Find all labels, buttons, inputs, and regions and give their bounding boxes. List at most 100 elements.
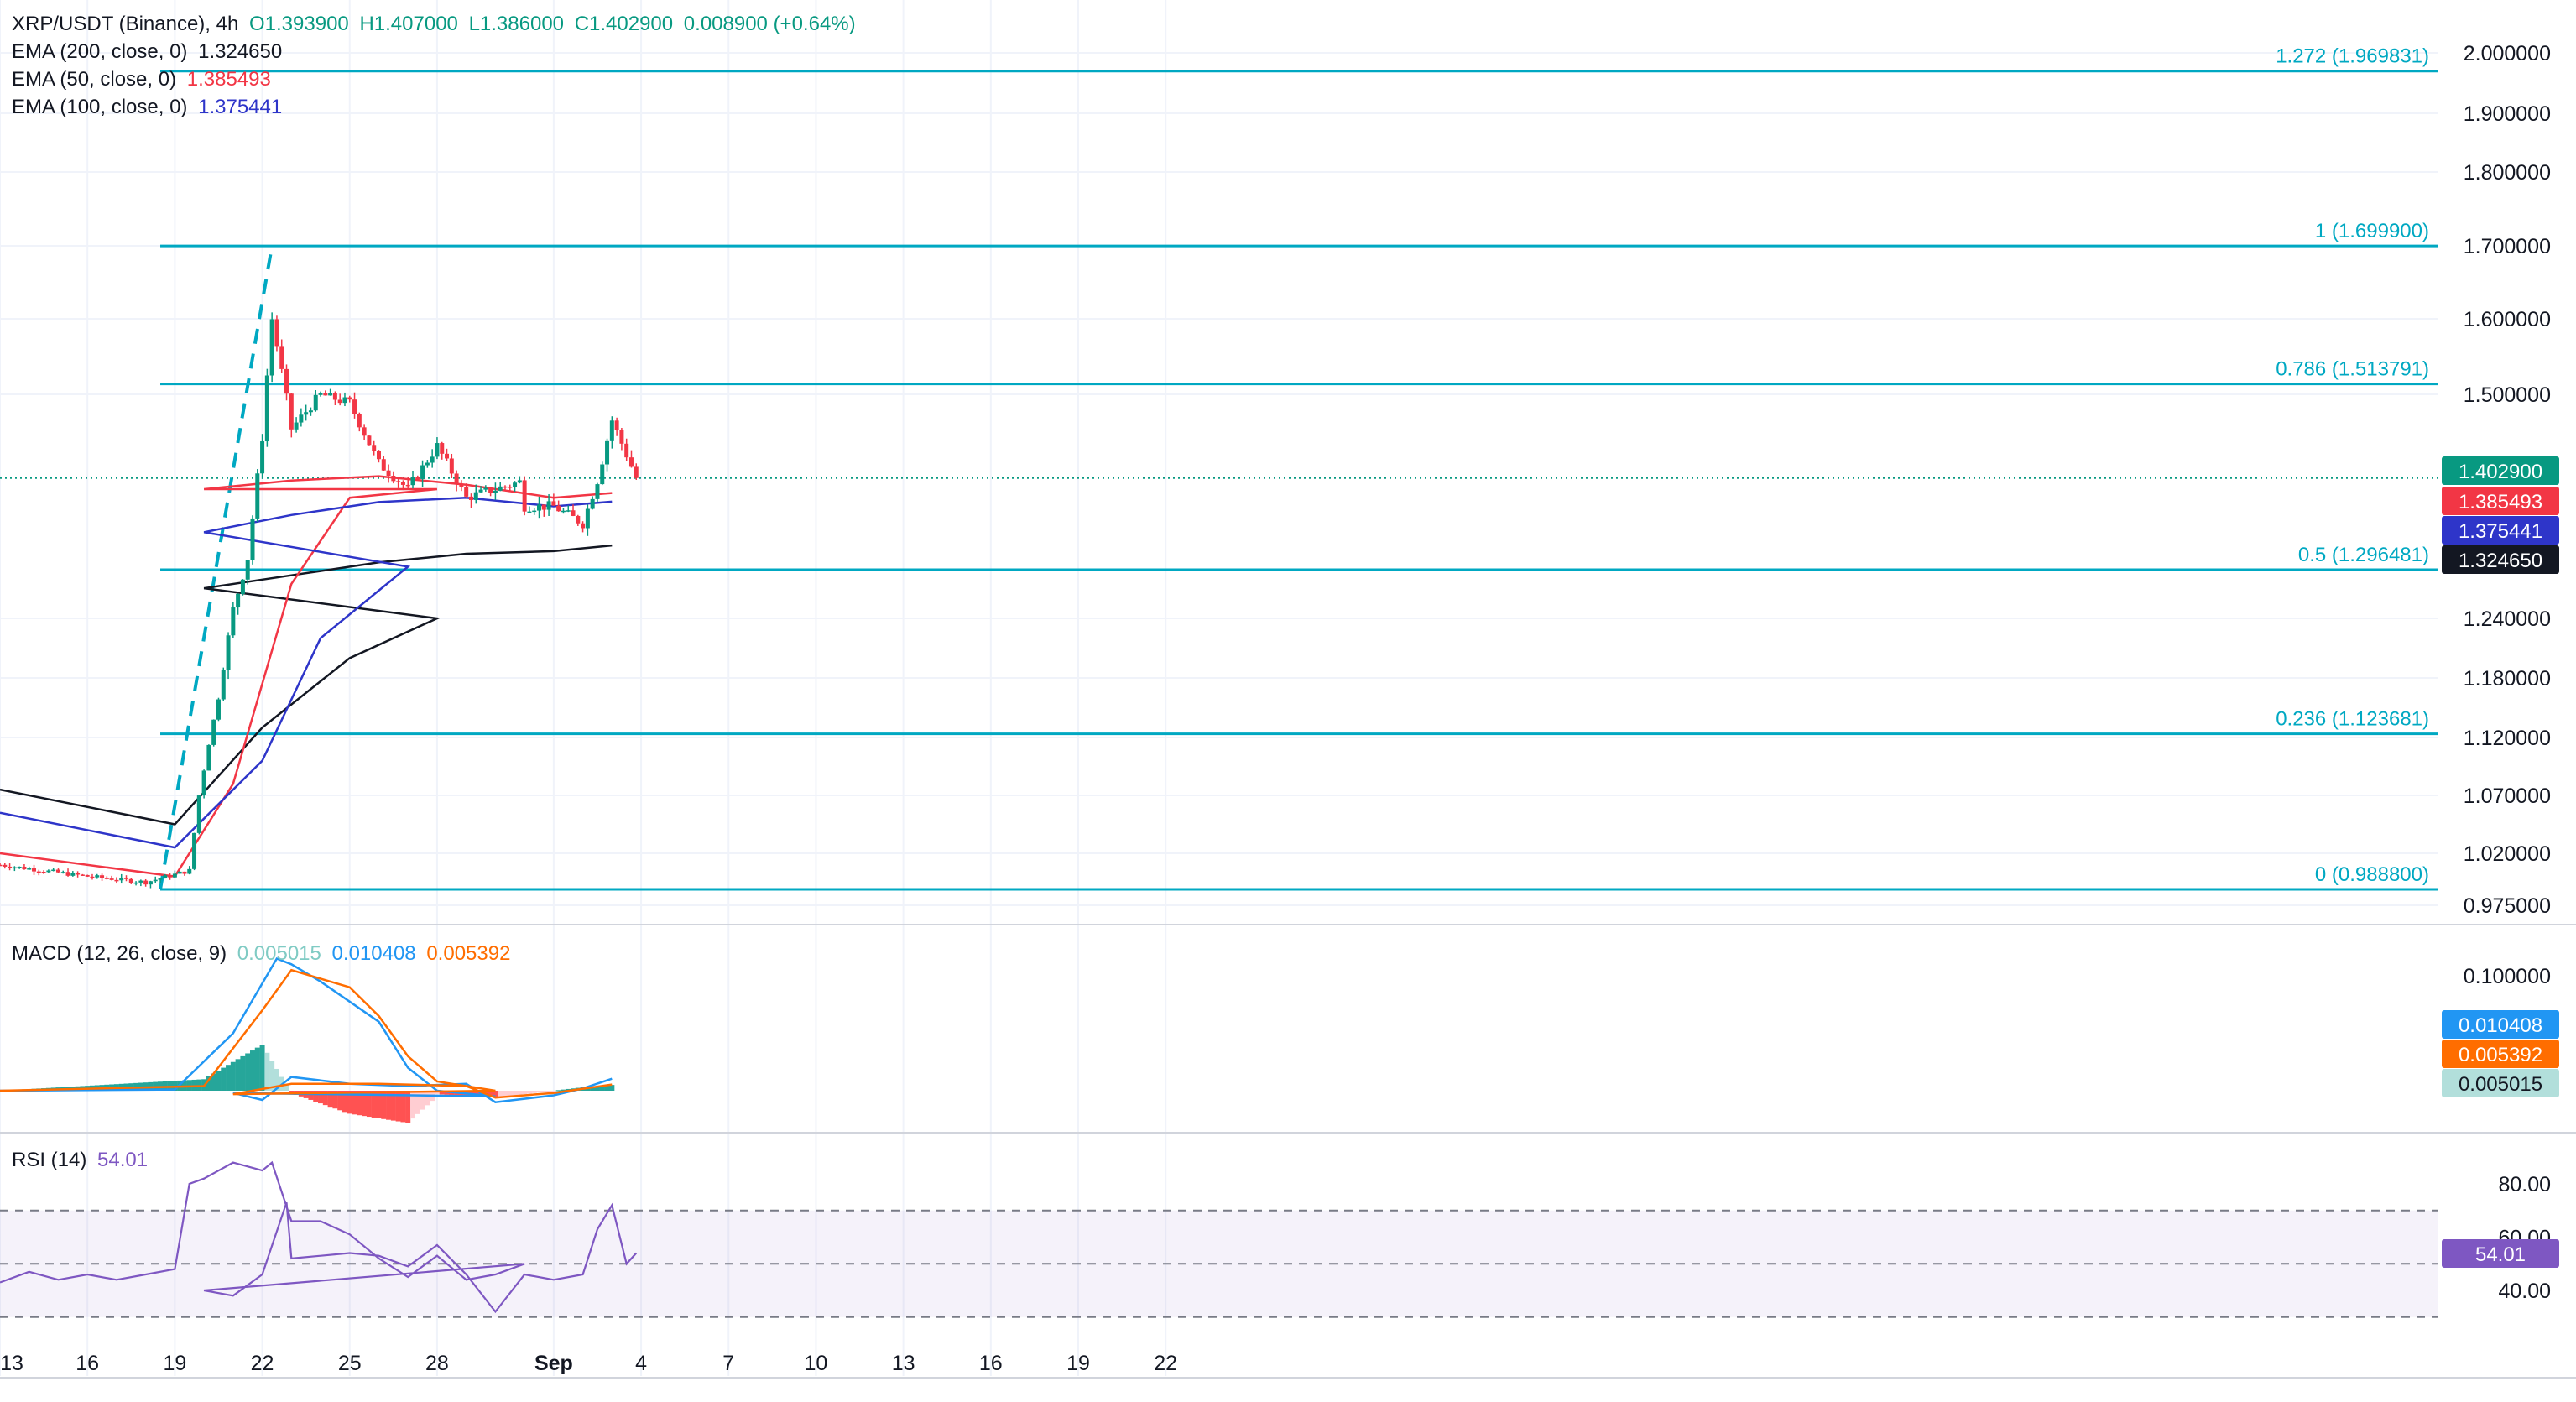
macd-histogram-bar: [561, 1089, 566, 1091]
candle-body: [372, 445, 377, 451]
candle: [425, 460, 430, 468]
candle: [104, 876, 109, 880]
candle-body: [123, 877, 128, 879]
candle-body: [605, 440, 610, 465]
candle: [236, 593, 241, 615]
macd-histogram-bar: [235, 1059, 241, 1091]
candle: [60, 870, 65, 874]
macd-histogram-bar: [249, 1050, 255, 1091]
rsi-tick-label: 80.00: [2498, 1173, 2551, 1196]
candle-body: [100, 875, 105, 878]
candle: [624, 438, 629, 461]
candle: [158, 878, 163, 883]
ema100-legend[interactable]: EMA (100, close, 0) 1.375441: [12, 93, 287, 121]
time-tick-label: 10: [805, 1352, 828, 1375]
macd-legend[interactable]: MACD (12, 26, close, 9) 0.005015 0.01040…: [12, 940, 515, 967]
macd-histogram-bar: [226, 1065, 232, 1091]
price-axis[interactable]: 2.000000 1.900000 1.800000 1.700000 1.600000…: [2442, 42, 2559, 1303]
candle-body: [323, 393, 328, 396]
rsi-pane: [0, 1160, 638, 1314]
candle: [362, 424, 367, 440]
time-tick-label: 22: [251, 1352, 274, 1375]
candle: [76, 871, 81, 878]
candle-body: [148, 881, 153, 885]
candle: [332, 391, 337, 405]
price-tag: 1.402900: [2442, 456, 2559, 485]
macd-tag-text: 0.005015: [2459, 1073, 2542, 1096]
macd-signal-line: [0, 968, 613, 1099]
candle: [109, 875, 114, 881]
candle: [347, 395, 352, 403]
macd-histogram-bar: [493, 1091, 498, 1098]
macd-histogram-bar: [517, 1091, 523, 1095]
candle-body: [90, 876, 95, 878]
fib-level-label: 0 (0.988800): [2315, 863, 2429, 886]
candle: [318, 391, 323, 397]
candle-body: [17, 866, 22, 868]
macd-histogram-bar: [308, 1091, 314, 1100]
candle: [172, 870, 177, 878]
candle: [313, 390, 318, 412]
candle: [27, 866, 32, 870]
price-tick-label: 1.120000: [2464, 727, 2551, 750]
candle-body: [55, 869, 60, 873]
price-tag: 1.375441: [2442, 516, 2559, 545]
candle-body: [478, 489, 483, 493]
macd-histogram-bar: [410, 1091, 416, 1119]
price-tag: 1.324650: [2442, 545, 2559, 574]
candle: [22, 864, 27, 870]
ema200-legend[interactable]: EMA (200, close, 0) 1.324650: [12, 38, 287, 65]
macd-histogram-bar: [347, 1091, 352, 1114]
macd-histogram-bar: [362, 1091, 368, 1117]
macd-histogram-bar: [536, 1091, 542, 1093]
candle-body: [624, 443, 629, 458]
candle-body: [279, 346, 284, 369]
price-tag-bg: [2442, 456, 2559, 485]
time-tick-label: 28: [425, 1352, 449, 1375]
candle-body: [36, 871, 41, 873]
candle: [260, 434, 265, 479]
candle-body: [226, 635, 231, 670]
time-tick-label: 25: [338, 1352, 362, 1375]
symbol-label[interactable]: XRP/USDT (Binance), 4h: [12, 13, 239, 35]
candle: [153, 876, 158, 883]
rsi-legend[interactable]: RSI (14) 54.01: [12, 1146, 153, 1174]
candle: [192, 832, 197, 871]
macd-histogram-bar: [216, 1071, 222, 1091]
candle-body: [483, 487, 488, 490]
candle-body: [527, 511, 532, 513]
time-tick-label: 13: [0, 1352, 23, 1375]
macd-histogram-bar: [254, 1047, 260, 1091]
candle-body: [264, 375, 269, 442]
ema50-legend[interactable]: EMA (50, close, 0) 1.385493: [12, 65, 276, 93]
macd-histogram-bar: [259, 1045, 265, 1091]
candle-body: [245, 560, 250, 580]
candle-body: [308, 410, 313, 413]
candle: [459, 480, 464, 492]
candle: [342, 392, 347, 407]
time-axis[interactable]: 13 16 19 22 25 28 Sep 4 7 10 13 16 19 22: [0, 1352, 1177, 1375]
macd-histogram-bar: [395, 1091, 401, 1122]
candle-body: [571, 510, 576, 516]
candle: [138, 879, 143, 887]
candle-body: [532, 510, 537, 513]
candle-body: [250, 518, 255, 560]
candle-body: [318, 393, 323, 395]
candle-body: [537, 504, 542, 511]
candle-body: [634, 466, 639, 478]
fibonacci-retracement[interactable]: 1.272 (1.969831) 1 (1.699900) 0.786 (1.513…: [0, 45, 2438, 891]
candle: [0, 863, 3, 867]
candle-body: [328, 393, 333, 396]
candle: [581, 521, 586, 533]
candle-body: [561, 510, 566, 513]
macd-histogram-bar: [245, 1053, 251, 1091]
candle-body: [473, 492, 478, 500]
candle: [381, 456, 386, 472]
time-tick-label: 16: [76, 1352, 99, 1375]
candle-body: [376, 451, 381, 460]
candle: [546, 494, 551, 517]
candle: [440, 441, 445, 460]
rsi-tick-label: 40.00: [2498, 1280, 2551, 1303]
